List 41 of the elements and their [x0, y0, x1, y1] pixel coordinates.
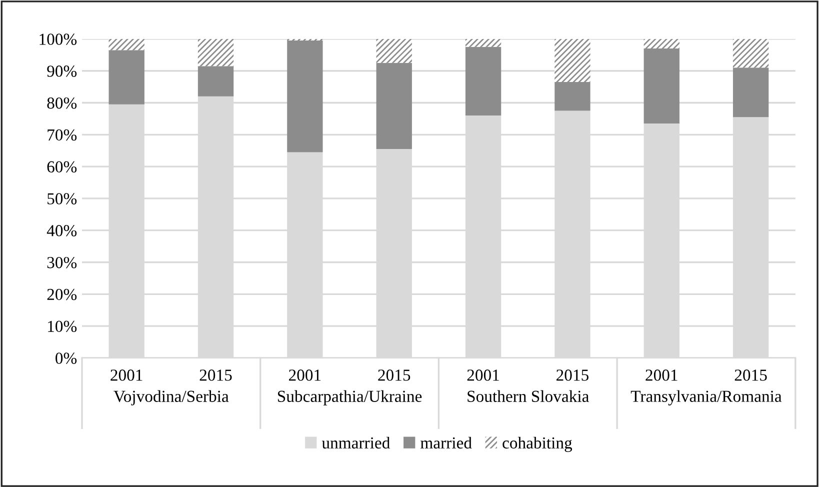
text: Transylvania/Romania [630, 390, 782, 406]
bar [554, 82, 590, 111]
bar [198, 38, 234, 66]
text: Subcarpathia/Ukraine [278, 390, 422, 406]
bar [732, 38, 769, 68]
bar [465, 46, 502, 116]
y-tick-label: 30% [47, 256, 77, 268]
y-tick-label: 70% [48, 129, 77, 141]
legend-label: cohabiting [502, 436, 572, 452]
bar [287, 40, 323, 152]
y-tick-label: 80% [47, 97, 77, 109]
bar [644, 48, 680, 124]
x-tick-label: 2015 [378, 370, 410, 381]
legend-label: married [420, 436, 472, 449]
x-tick-label: 2015 [200, 370, 232, 381]
x-tick-label: 2015 [556, 370, 588, 381]
bar [376, 38, 412, 63]
y-tick-label: 40% [46, 225, 77, 236]
bar [465, 38, 502, 47]
x-tick-label: 2001 [467, 370, 499, 381]
bar [554, 38, 590, 82]
text: Southern Slovakia [468, 390, 589, 402]
bar [644, 38, 680, 49]
y-tick-label: 10% [48, 320, 77, 332]
y-tick-label: 20% [47, 288, 77, 300]
text: Vojvodina/Serbia [114, 390, 229, 406]
x-tick-label: 2001 [110, 370, 142, 381]
x-tick-label: 2001 [289, 370, 321, 381]
y-tick-label: 60% [47, 161, 77, 173]
y-tick-label: 90% [47, 66, 77, 77]
bar [108, 38, 144, 50]
y-tick-label: 100% [40, 34, 77, 45]
bar [198, 66, 234, 96]
y-tick-label: 50% [48, 193, 77, 204]
bar [732, 68, 769, 118]
bar [376, 62, 412, 150]
legend-label: unmarried [322, 436, 390, 449]
bar [108, 50, 144, 104]
x-tick-label: 2001 [646, 370, 678, 381]
y-tick-label: 0% [56, 352, 77, 364]
x-tick-label: 2015 [734, 370, 767, 381]
